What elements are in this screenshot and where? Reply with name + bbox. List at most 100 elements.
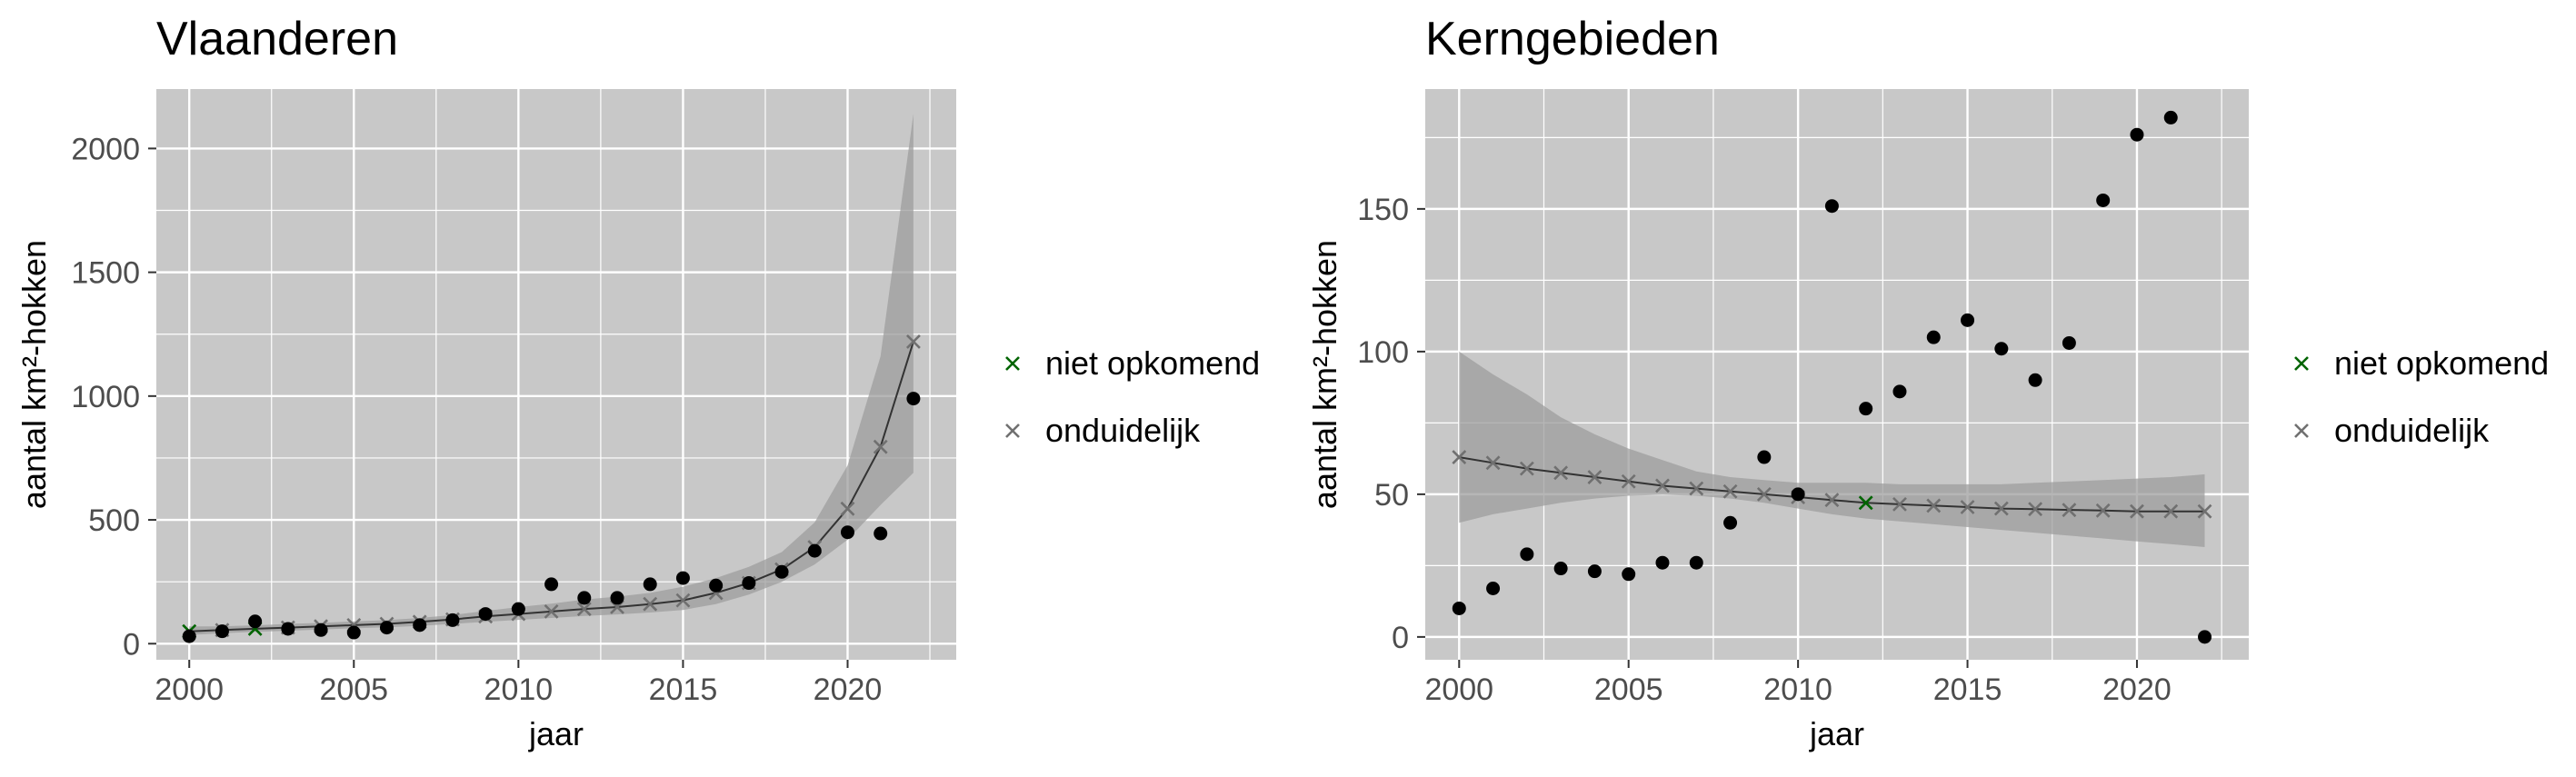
observed-point <box>314 623 328 637</box>
observed-point <box>1452 601 1466 615</box>
plot-background <box>156 89 956 660</box>
legend-label: niet opkomend <box>1045 344 1260 382</box>
plot-area: 2000 2005 2010 2015 2020 0 50 100 150 <box>1357 89 2249 707</box>
legend-key <box>1005 356 1020 371</box>
observed-point <box>281 622 295 636</box>
fit-point <box>2095 503 2111 518</box>
legend-label: niet opkomend <box>2334 344 2549 382</box>
observed-point <box>2062 335 2076 350</box>
y-tick-label: 150 <box>1357 193 1409 227</box>
observed-point <box>774 564 789 579</box>
x-tick-label: 2005 <box>319 672 388 707</box>
y-tick-label: 1500 <box>71 256 140 291</box>
x-axis-title: jaar <box>1809 715 1864 752</box>
fit-point <box>1519 461 1534 476</box>
legend: niet opkomend onduidelijk <box>1005 344 1260 449</box>
x-tick-label: 2010 <box>484 672 554 707</box>
observed-point <box>1757 450 1772 464</box>
fit-point <box>1858 495 1873 511</box>
fit-point <box>1824 493 1840 508</box>
x-axis-title: jaar <box>528 715 584 752</box>
observed-point <box>610 591 624 605</box>
legend-key <box>2294 423 2309 438</box>
observed-point <box>478 607 493 622</box>
observed-point <box>840 525 854 540</box>
legend-label: onduidelijk <box>1045 412 1201 449</box>
observed-point <box>1622 567 1636 582</box>
observed-point <box>675 571 690 585</box>
fit-point <box>1655 478 1670 493</box>
fit-point <box>576 602 592 617</box>
x-tick-label: 2010 <box>1763 672 1832 707</box>
observed-point <box>1961 313 1975 327</box>
x-tick-label: 2005 <box>1594 672 1663 707</box>
x-tick-label: 2020 <box>814 672 883 707</box>
fit-point <box>1621 473 1636 489</box>
chart-panel-kerngebieden: Kerngebieden 2000 2005 2010 2015 2020 0 50 100 1… <box>1306 13 2549 752</box>
observed-point <box>874 526 888 541</box>
observed-point <box>2198 630 2212 644</box>
observed-point <box>1892 384 1907 399</box>
x-tick-label: 2015 <box>1933 672 2002 707</box>
fit-point <box>1689 481 1704 496</box>
observed-point <box>2096 193 2111 207</box>
observed-point <box>182 629 196 643</box>
fit-point <box>1960 500 1975 514</box>
fit-point <box>1756 486 1772 502</box>
chart-panel-vlaanderen: Vlaanderen 2000 2005 2010 2015 2020 0 500 1000 1… <box>15 13 1260 752</box>
plot-area: 2000 2005 2010 2015 2020 0 500 1000 1500 2000 <box>71 89 956 707</box>
observed-point <box>215 624 229 639</box>
observed-point <box>1723 515 1738 530</box>
fit-point <box>1553 465 1569 481</box>
observed-point <box>511 602 525 616</box>
observed-point <box>1859 402 1873 416</box>
x-tick-label: 2000 <box>1424 672 1493 707</box>
observed-point <box>248 614 263 629</box>
observed-point <box>2163 110 2178 125</box>
fit-point <box>840 501 855 516</box>
fit-point <box>906 334 921 349</box>
observed-point <box>1824 199 1839 214</box>
x-tick-label: 2020 <box>2102 672 2172 707</box>
observed-point <box>1486 582 1501 595</box>
fit-point <box>1892 496 1907 512</box>
chart-title: Kerngebieden <box>1425 13 1720 65</box>
y-tick-label: 500 <box>88 503 140 538</box>
observed-point <box>709 578 724 593</box>
observed-point <box>1994 342 2009 356</box>
fit-point <box>1926 498 1942 513</box>
fit-point <box>1452 450 1467 464</box>
fit-point <box>675 593 691 608</box>
legend: niet opkomend onduidelijk <box>2294 344 2549 449</box>
observed-point <box>2130 127 2144 142</box>
observed-point <box>379 621 394 635</box>
fit-point <box>1485 455 1501 471</box>
observed-point <box>643 577 657 592</box>
fit-point <box>2028 502 2043 517</box>
y-tick-label: 2000 <box>71 132 140 166</box>
legend-key <box>2294 356 2309 371</box>
observed-point <box>2028 373 2042 387</box>
y-axis-title: aantal km²-hokken <box>15 240 53 509</box>
y-tick-label: 100 <box>1357 335 1409 370</box>
observed-point <box>906 392 921 406</box>
legend-key <box>1005 423 1020 438</box>
fit-point <box>544 603 559 619</box>
fit-point <box>643 596 658 612</box>
observed-point <box>577 591 592 605</box>
confidence-ribbon <box>1459 351 2205 547</box>
y-tick-label: 0 <box>1392 621 1409 655</box>
x-tick-label: 2000 <box>155 672 224 707</box>
observed-point <box>1926 330 1941 344</box>
fit-point <box>2130 503 2144 519</box>
fit-point <box>1587 470 1603 484</box>
y-tick-label: 50 <box>1374 478 1409 513</box>
fit-point <box>873 439 888 454</box>
y-tick-label: 1000 <box>71 380 140 414</box>
observed-point <box>1689 555 1703 570</box>
observed-point <box>1520 547 1534 562</box>
y-axis-title: aantal km²-hokken <box>1306 240 1343 509</box>
y-tick-label: 0 <box>123 627 140 662</box>
fit-point <box>2163 503 2179 519</box>
